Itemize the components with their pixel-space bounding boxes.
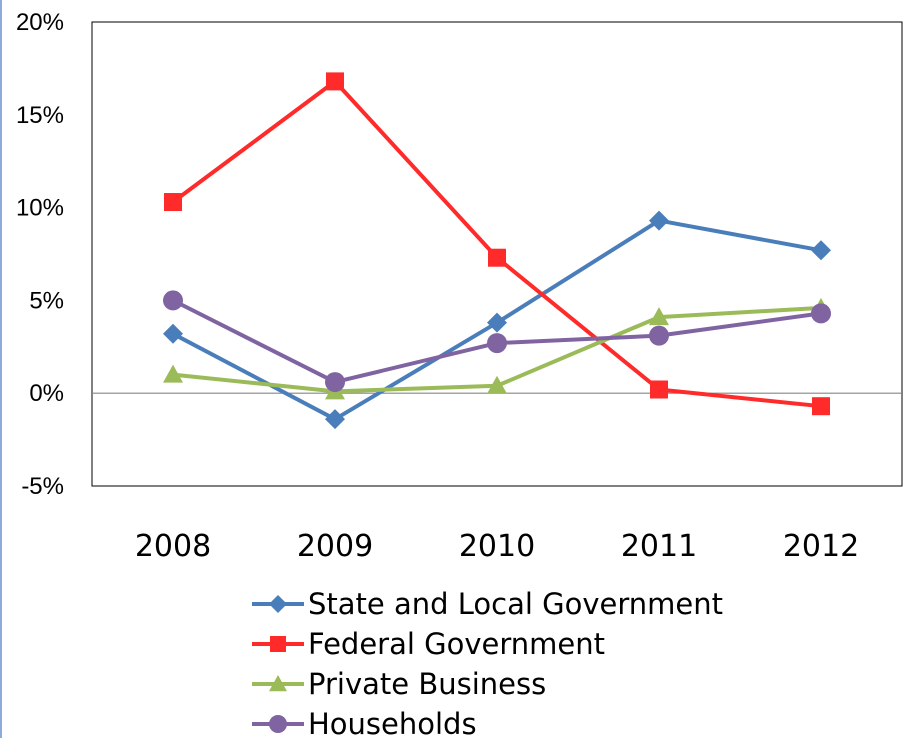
data-point-triangle (163, 364, 183, 383)
data-point-diamond (487, 312, 507, 333)
data-point-circle (325, 372, 345, 393)
data-point-circle (487, 333, 507, 354)
data-point-circle (649, 325, 669, 346)
legend-marker (269, 675, 287, 692)
data-point-diamond (649, 210, 669, 231)
legend-item: Households (252, 707, 477, 738)
x-tick-label: 2009 (297, 529, 373, 564)
y-tick-label: 10% (16, 195, 64, 222)
legend-item: Private Business (252, 667, 546, 701)
data-point-diamond (163, 323, 183, 344)
series-3 (163, 290, 831, 393)
y-tick-label: -5% (21, 473, 64, 500)
x-tick-label: 2012 (783, 529, 859, 564)
legend-label: Private Business (308, 667, 546, 701)
y-tick-label: 5% (29, 287, 64, 314)
y-tick-label: 15% (16, 102, 64, 129)
data-point-square (812, 397, 830, 416)
x-tick-label: 2008 (135, 529, 211, 564)
legend-label: Federal Government (308, 627, 605, 661)
x-tick-label: 2010 (459, 529, 535, 564)
legend-label: Households (308, 707, 477, 738)
series-0 (163, 210, 831, 430)
series-1 (164, 72, 830, 416)
data-point-square (488, 248, 506, 267)
y-tick-label: 0% (29, 380, 64, 407)
y-tick-label: 20% (16, 9, 64, 36)
legend-label: State and Local Government (308, 587, 723, 621)
legend-item: State and Local Government (252, 587, 723, 621)
data-point-circle (163, 290, 183, 311)
legend-item: Federal Government (252, 627, 605, 661)
legend-marker (270, 636, 286, 652)
x-tick-label: 2011 (621, 529, 697, 564)
legend-marker (269, 595, 287, 613)
legend-marker (269, 715, 287, 733)
data-point-diamond (325, 409, 345, 430)
data-point-square (326, 72, 344, 91)
data-point-diamond (811, 240, 831, 261)
data-point-triangle (487, 375, 507, 394)
data-point-square (164, 193, 182, 212)
data-point-square (650, 380, 668, 399)
data-point-triangle (649, 307, 669, 326)
data-point-circle (811, 303, 831, 324)
